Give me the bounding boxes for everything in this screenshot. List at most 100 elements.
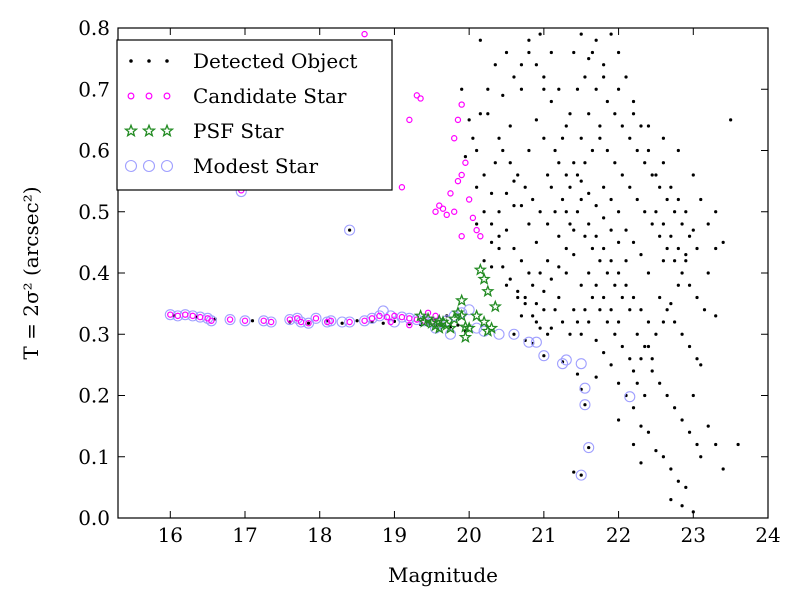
data-point [398,184,406,191]
data-point [676,197,680,202]
data-point [684,253,688,257]
data-point [598,124,602,128]
data-point [572,161,576,165]
data-point [413,92,421,99]
data-point [579,136,583,140]
data-point [542,308,546,312]
data-point [489,265,494,269]
y-axis-label-group: T = 2σ² (arcsec²) [19,186,43,359]
data-point [605,99,609,104]
data-point [348,228,352,232]
data-point [542,87,546,91]
data-point [702,308,707,312]
data-point [620,124,624,128]
data-point [355,319,359,323]
data-point [680,222,684,226]
data-point [575,358,587,370]
y-tick-label: 0.0 [78,506,110,530]
data-point [673,406,677,410]
data-point [643,161,647,165]
data-point [239,315,251,327]
data-point [545,222,550,226]
data-point [286,316,294,323]
data-point [504,283,509,287]
data-point [467,118,471,122]
data-point [628,136,632,140]
data-point [564,246,568,251]
data-point [463,304,475,316]
data-point [676,246,680,251]
data-point [530,336,542,348]
data-point [706,271,710,275]
data-point [527,271,531,275]
legend-marker [142,159,156,173]
data-point [516,289,520,293]
data-point [527,38,531,42]
data-point [590,295,595,300]
data-point [680,504,684,508]
data-point [579,399,591,411]
data-point [665,308,669,312]
data-point [706,424,710,428]
data-point [361,317,368,324]
data-point [560,136,565,140]
data-point [639,308,643,312]
data-point [572,253,576,257]
data-point [447,190,454,197]
data-point [661,320,666,324]
data-point [643,344,647,349]
data-point [306,321,311,325]
data-point [267,318,275,326]
data-point [504,228,509,232]
data-point [616,87,621,91]
data-point [508,161,512,165]
data-point [531,283,535,287]
data-point [654,173,658,177]
data-point [493,328,505,340]
data-point [523,185,527,189]
data-point [454,116,462,124]
data-point [616,418,621,422]
data-point [631,442,636,447]
data-point [680,332,684,336]
series-detected-object [172,32,740,514]
data-point [167,311,174,318]
data-point [721,240,725,244]
data-point [609,228,613,232]
data-point [646,320,651,324]
data-point [493,161,497,165]
data-point [594,38,598,42]
data-point [527,148,531,153]
data-point [635,197,639,202]
data-point [475,148,479,153]
ticks-layer: 16 17 18 19 20 21 22 23 24 0.0 0.1 0.2 0.3 0.4 0.5 0.6 0… [78,16,781,547]
data-point [605,148,609,153]
data-point [684,259,688,263]
data-point [560,197,565,202]
data-point [542,289,546,293]
data-point [482,173,486,177]
data-point [519,63,524,67]
data-point [383,313,391,321]
data-point [447,311,461,325]
data-point [684,210,688,214]
data-point [605,320,609,324]
data-point [587,191,591,195]
legend-marker [165,59,169,63]
data-point [497,136,501,140]
data-point [639,253,643,257]
data-point [572,470,576,474]
data-point [613,161,617,165]
data-point [572,228,576,232]
data-point [542,75,546,79]
data-point [381,321,385,325]
data-point [519,204,524,208]
data-point [489,222,494,226]
data-point [669,498,673,502]
data-point [587,222,591,226]
legend-entry: Modest Star [124,154,318,178]
data-point [654,210,658,214]
data-point [575,173,580,177]
data-point [564,124,568,128]
data-point [454,308,469,322]
